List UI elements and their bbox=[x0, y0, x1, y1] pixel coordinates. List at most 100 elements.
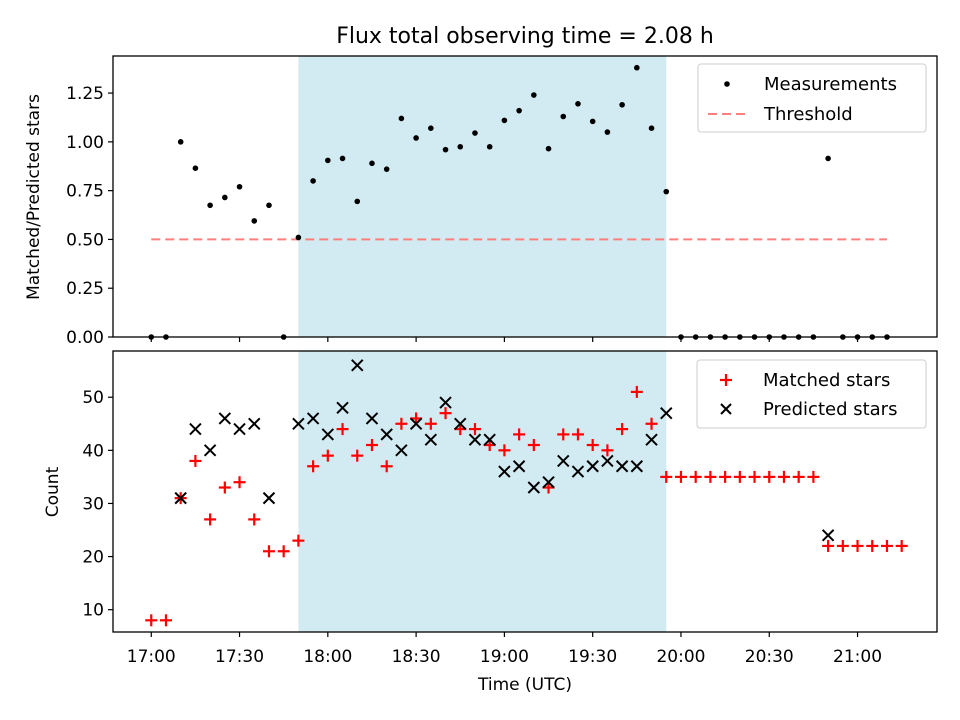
bottom-ytick-label: 10 bbox=[82, 601, 104, 621]
matched-star-point bbox=[248, 513, 261, 526]
predicted-star-point bbox=[365, 412, 379, 425]
matched-star-point bbox=[586, 439, 599, 452]
measurement-point bbox=[545, 145, 552, 152]
matched-star-point bbox=[439, 407, 452, 420]
bottom-xtick-label: 17:00 bbox=[127, 647, 176, 667]
predicted-star-point bbox=[439, 396, 452, 409]
predicted-star-point bbox=[630, 460, 644, 473]
bottom-xlabel: Time (UTC) bbox=[477, 675, 572, 695]
legend-matched-label: Matched stars bbox=[763, 370, 890, 391]
bottom-legend: Matched stars Predicted stars bbox=[696, 359, 927, 429]
matched-star-point bbox=[630, 385, 643, 398]
measurement-point bbox=[472, 130, 478, 136]
predicted-star-point bbox=[292, 417, 305, 430]
predicted-star-point bbox=[248, 417, 261, 430]
matched-star-point bbox=[866, 539, 879, 552]
measurement-point bbox=[266, 202, 272, 209]
measurement-point bbox=[516, 107, 522, 114]
predicted-star-point bbox=[321, 428, 335, 441]
measurement-point bbox=[428, 125, 434, 132]
predicted-star-point bbox=[498, 465, 511, 478]
measurement-point bbox=[207, 202, 213, 209]
legend-matched-marker bbox=[720, 374, 732, 386]
legend-measurements-marker bbox=[724, 81, 730, 87]
matched-star-point bbox=[513, 428, 526, 441]
predicted-star-point bbox=[645, 433, 658, 446]
matched-star-point bbox=[498, 444, 511, 457]
matched-star-point bbox=[527, 439, 540, 452]
top-legend: Measurements Threshold bbox=[697, 63, 927, 133]
measurement-point bbox=[575, 101, 581, 107]
measurement-point bbox=[251, 218, 258, 224]
matched-star-point bbox=[277, 545, 290, 558]
matched-star-point bbox=[307, 460, 320, 473]
top-legend-box bbox=[697, 63, 927, 133]
legend-predicted-marker bbox=[720, 403, 732, 415]
measurement-point bbox=[457, 143, 464, 150]
predicted-star-point bbox=[395, 444, 408, 457]
measurement-point bbox=[634, 64, 640, 71]
matched-star-point bbox=[895, 539, 908, 552]
measurement-point bbox=[339, 155, 346, 162]
matched-star-point bbox=[807, 470, 820, 483]
predicted-star-point bbox=[571, 465, 585, 478]
predicted-star-point bbox=[660, 406, 673, 420]
top-ytick-label: 1.25 bbox=[66, 84, 104, 104]
measurement-point bbox=[501, 117, 508, 124]
matched-star-point bbox=[645, 417, 658, 430]
top-highlight-band bbox=[298, 56, 667, 337]
measurement-point bbox=[663, 188, 670, 195]
matched-star-point bbox=[719, 470, 732, 483]
bottom-legend-box bbox=[696, 359, 927, 429]
matched-star-point bbox=[395, 417, 408, 430]
matched-star-point bbox=[777, 470, 790, 483]
matched-star-point bbox=[822, 539, 835, 552]
matched-star-point bbox=[321, 449, 334, 462]
bottom-ytick-label: 30 bbox=[82, 494, 104, 514]
top-ytick-label: 0.75 bbox=[66, 182, 104, 202]
matched-star-point bbox=[601, 444, 614, 457]
predicted-star-point bbox=[351, 359, 364, 372]
matched-star-point bbox=[292, 534, 305, 547]
legend-predicted-label: Predicted stars bbox=[763, 399, 897, 420]
measurement-point bbox=[589, 118, 596, 125]
matched-star-point bbox=[836, 539, 849, 552]
matched-star-point bbox=[204, 513, 217, 526]
predicted-star-point bbox=[409, 417, 423, 430]
bottom-xtick-label: 20:30 bbox=[745, 647, 794, 667]
bottom-ytick-label: 40 bbox=[82, 441, 104, 461]
predicted-star-point bbox=[615, 460, 629, 473]
predicted-star-point bbox=[601, 454, 614, 468]
measurement-point bbox=[192, 165, 199, 172]
matched-star-point bbox=[351, 449, 364, 462]
measurement-point bbox=[825, 155, 831, 162]
measurement-point bbox=[619, 101, 625, 108]
predicted-star-point bbox=[189, 422, 202, 436]
measurement-point bbox=[383, 166, 390, 172]
top-panel: 0.00 0.25 0.50 0.75 1.00 1.25 Matched/Predict… bbox=[24, 55, 938, 348]
matched-star-point bbox=[336, 423, 349, 436]
bottom-xtick-label: 20:00 bbox=[656, 647, 705, 667]
bottom-xtick-label: 18:00 bbox=[303, 647, 352, 667]
predicted-star-point bbox=[483, 433, 496, 446]
measurement-point bbox=[413, 135, 419, 141]
matched-star-point bbox=[189, 454, 202, 467]
matched-star-point bbox=[792, 470, 805, 483]
matched-star-point bbox=[159, 614, 172, 627]
matched-star-point bbox=[733, 470, 746, 483]
bottom-highlight-band bbox=[298, 351, 667, 632]
matched-star-point bbox=[851, 539, 864, 552]
measurement-point bbox=[295, 234, 302, 241]
top-ylabel: Matched/Predicted stars bbox=[24, 94, 44, 300]
bottom-xtick-label: 21:00 bbox=[833, 647, 882, 667]
matched-star-point bbox=[763, 470, 776, 483]
predicted-star-point bbox=[424, 433, 438, 446]
matched-star-point bbox=[674, 470, 687, 483]
measurement-point bbox=[177, 139, 184, 145]
predicted-star-point bbox=[586, 460, 599, 473]
matched-star-point bbox=[468, 423, 481, 436]
bottom-ytick-label: 50 bbox=[82, 388, 104, 408]
bottom-xtick-label: 18:30 bbox=[392, 647, 441, 667]
predicted-star-point bbox=[262, 491, 276, 505]
